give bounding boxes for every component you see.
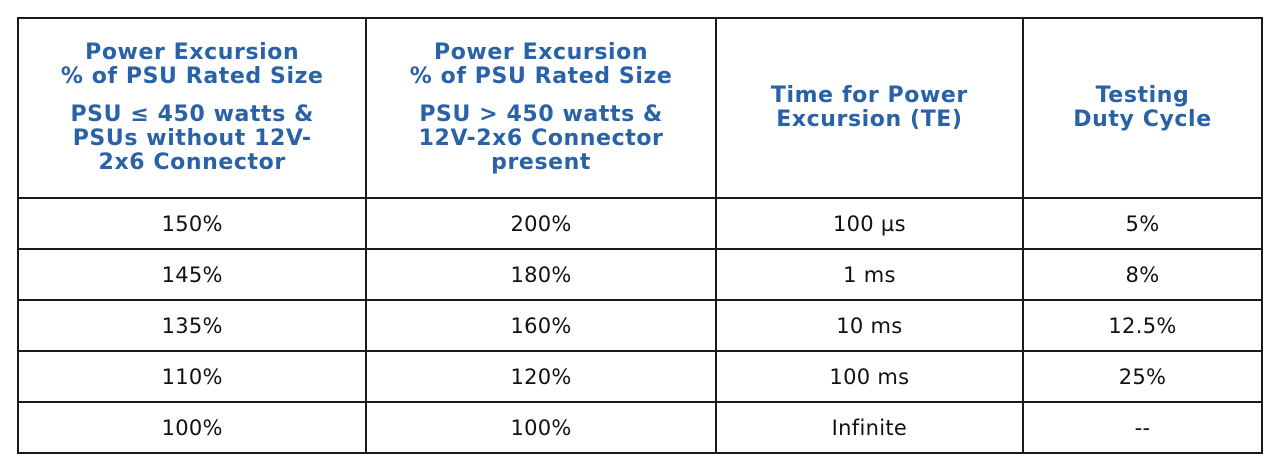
header-line: PSU > 450 watts &: [419, 102, 663, 127]
header-line: PSUs without 12V-: [72, 126, 312, 151]
table-cell: 150%: [16, 197, 368, 250]
header-line: 12V-2x6 Connector: [418, 126, 664, 151]
power-excursion-table: Power Excursion % of PSU Rated Size PSU …: [16, 17, 1263, 454]
table-cell: 100%: [365, 401, 717, 454]
table-cell: 180%: [365, 248, 717, 301]
table-cell: Infinite: [714, 401, 1025, 454]
table-cell: 110%: [16, 350, 368, 403]
table-cell: 5%: [1022, 197, 1263, 250]
table-cell: 200%: [365, 197, 717, 250]
header-line: Power Excursion: [433, 40, 649, 65]
table-row: 100% 100% Infinite --: [16, 401, 1263, 454]
header-cell-time-excursion: Time for Power Excursion (TE): [714, 17, 1025, 199]
table-cell: 10 ms: [714, 299, 1025, 352]
header-line: % of PSU Rated Size: [60, 64, 324, 89]
header-cell-psu-gt-450: Power Excursion % of PSU Rated Size PSU …: [365, 17, 717, 199]
table-cell: 135%: [16, 299, 368, 352]
table-cell: --: [1022, 401, 1263, 454]
header-line: Testing: [1095, 83, 1190, 108]
table-cell: 8%: [1022, 248, 1263, 301]
table-cell: 100 ms: [714, 350, 1025, 403]
table-cell: 25%: [1022, 350, 1263, 403]
table-cell: 100 µs: [714, 197, 1025, 250]
table-cell: 120%: [365, 350, 717, 403]
table-cell: 1 ms: [714, 248, 1025, 301]
header-line: Excursion (TE): [776, 107, 963, 132]
header-line: PSU ≤ 450 watts &: [70, 102, 314, 127]
header-line: 2x6 Connector: [98, 150, 286, 175]
header-cell-duty-cycle: Testing Duty Cycle: [1022, 17, 1263, 199]
header-row: Power Excursion % of PSU Rated Size PSU …: [16, 17, 1263, 199]
header-line: Duty Cycle: [1073, 107, 1212, 132]
table-row: 135% 160% 10 ms 12.5%: [16, 299, 1263, 352]
table-row: 145% 180% 1 ms 8%: [16, 248, 1263, 301]
table-cell: 12.5%: [1022, 299, 1263, 352]
header-line: present: [491, 150, 592, 175]
table-row: 110% 120% 100 ms 25%: [16, 350, 1263, 403]
header-line: Power Excursion: [85, 40, 300, 65]
header-line: Time for Power: [770, 83, 968, 108]
table-cell: 100%: [16, 401, 368, 454]
table-cell: 145%: [16, 248, 368, 301]
header-line: % of PSU Rated Size: [409, 64, 673, 89]
table-cell: 160%: [365, 299, 717, 352]
table-row: 150% 200% 100 µs 5%: [16, 197, 1263, 250]
header-cell-psu-le-450: Power Excursion % of PSU Rated Size PSU …: [16, 17, 368, 199]
